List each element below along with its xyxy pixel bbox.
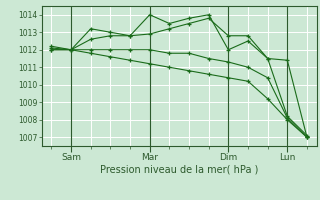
X-axis label: Pression niveau de la mer( hPa ): Pression niveau de la mer( hPa ) <box>100 165 258 175</box>
